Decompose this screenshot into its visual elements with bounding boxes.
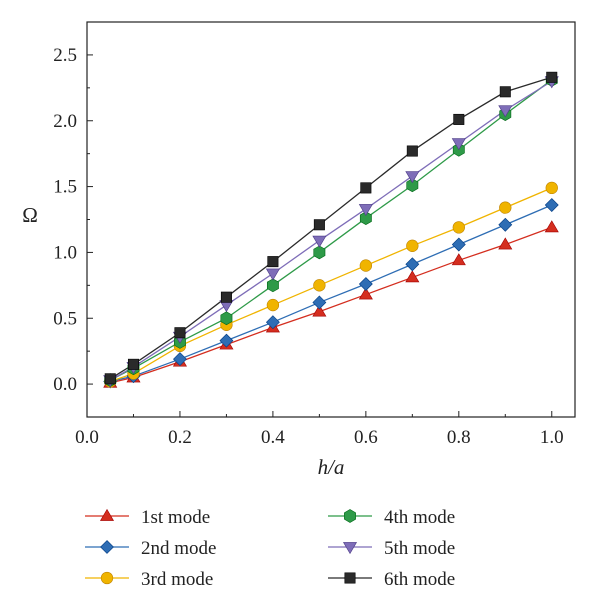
series-2-point [265, 315, 280, 330]
series-3-point [313, 279, 326, 292]
legend-item: 6th mode [328, 569, 455, 590]
y-tick-label: 2.5 [53, 45, 77, 66]
series-6-point [127, 358, 139, 370]
series-4-point [313, 245, 326, 260]
x-tick-label: 0.4 [261, 427, 285, 448]
series-1-point [451, 253, 466, 266]
series-2-point [405, 257, 420, 272]
legend-marker [344, 572, 356, 584]
y-tick-label: 2.0 [53, 111, 77, 132]
legend-item: 3rd mode [85, 569, 213, 590]
series-4-point [359, 211, 372, 226]
legend-marker [342, 542, 358, 555]
series-6-point [499, 86, 511, 98]
series-line-3 [110, 187, 553, 383]
series-3-point [545, 181, 558, 195]
x-axis-label: h/a [318, 455, 345, 479]
series-4-point [220, 311, 233, 326]
y-tick-label: 1.0 [53, 242, 77, 263]
series-6-point [546, 71, 558, 83]
series-2-point [544, 198, 559, 212]
x-tick-label: 0.6 [354, 427, 378, 448]
series-4-point [406, 178, 419, 193]
x-tick-label: 1.0 [540, 427, 564, 448]
y-axis-label: Ω [22, 203, 38, 227]
series-line-2 [110, 204, 553, 383]
series-6-point [267, 256, 279, 268]
legend-item: 1st mode [85, 507, 210, 528]
series-3-point [359, 259, 373, 272]
x-tick-label: 0.8 [447, 427, 471, 448]
x-tick-label: 0.2 [168, 427, 192, 448]
legend-label: 5th mode [384, 538, 455, 559]
series-5-point [405, 171, 420, 184]
series-5-point [358, 204, 373, 217]
series-4-point [266, 278, 279, 293]
series-6-point [360, 182, 372, 194]
legend-item: 5th mode [328, 538, 455, 559]
legend-marker [344, 509, 356, 523]
series-5-point [498, 105, 513, 118]
series-3-point [452, 221, 465, 234]
series-6-point [104, 373, 116, 385]
legend-item: 2nd mode [85, 538, 216, 559]
series-1-point [312, 304, 327, 317]
series-1-point [544, 220, 559, 233]
series-3-point [499, 201, 512, 214]
legend-marker [99, 508, 115, 521]
series-1-point [498, 237, 513, 250]
series-2-point [219, 333, 234, 348]
legend-label: 4th mode [384, 507, 455, 528]
series-1-point [405, 270, 420, 283]
series-3-point [266, 298, 280, 312]
legend-label: 6th mode [384, 569, 455, 590]
series-1-point [358, 287, 373, 300]
legend-label: 2nd mode [141, 538, 216, 559]
series-6-point [406, 145, 418, 157]
series-5-point [265, 268, 280, 281]
series-6-point [313, 219, 325, 231]
legend-marker [100, 571, 114, 585]
legend-label: 3rd mode [141, 569, 213, 590]
series-5-point [451, 138, 466, 151]
series-6-point [220, 291, 232, 303]
series-6-point [453, 113, 465, 125]
y-tick-label: 0.0 [53, 374, 77, 395]
series-5-point [312, 235, 327, 248]
y-tick-label: 0.5 [53, 308, 77, 329]
series-2-point [358, 277, 373, 291]
legend-label: 1st mode [141, 507, 210, 528]
series-6-point [174, 327, 186, 339]
legend-marker [100, 540, 114, 554]
series-2-point [498, 217, 513, 232]
series-2-point [173, 352, 187, 366]
x-tick-label: 0.0 [75, 427, 99, 448]
series-2-point [451, 237, 466, 252]
series-3-point [406, 239, 419, 252]
legend-item: 4th mode [328, 507, 455, 528]
y-tick-label: 1.5 [53, 177, 77, 198]
series-2-point [312, 295, 327, 310]
